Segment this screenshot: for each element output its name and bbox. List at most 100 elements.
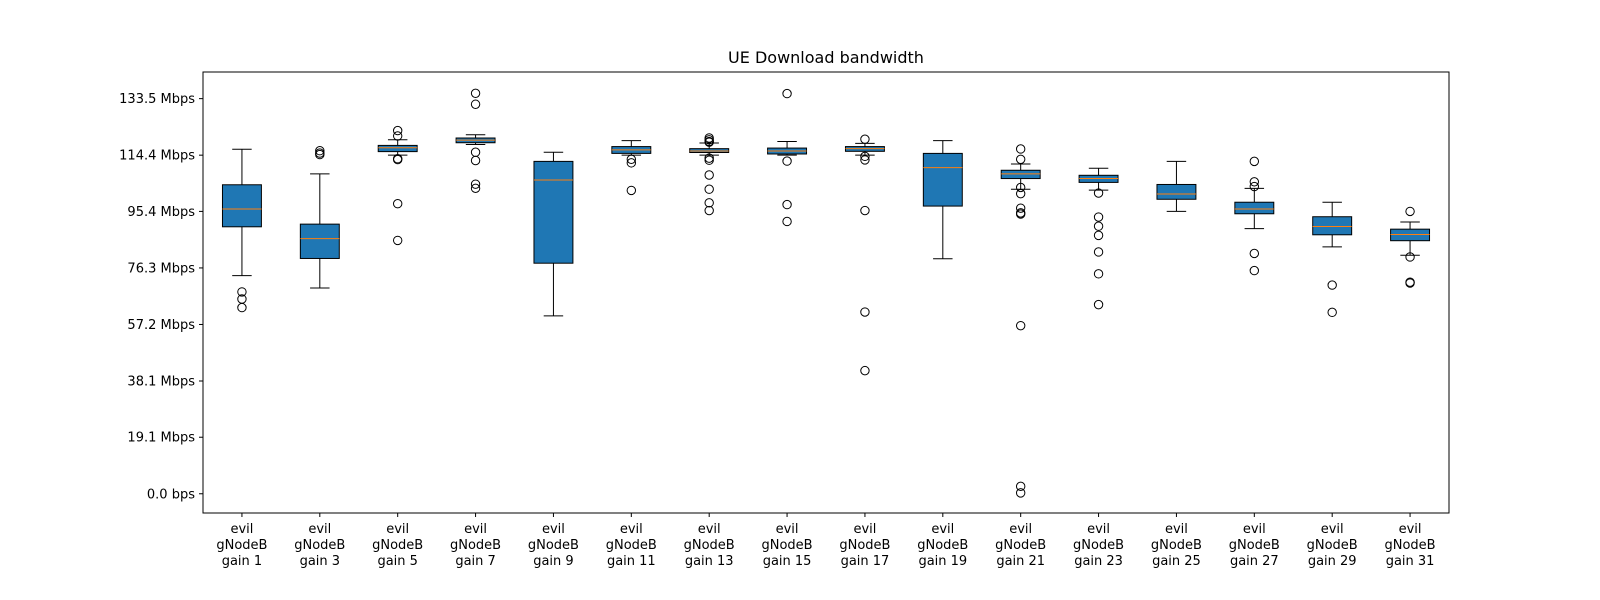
x-tick-label: evil gNodeB gain 31 — [1385, 522, 1436, 569]
outlier-point — [782, 199, 792, 210]
box-group — [611, 140, 652, 196]
outlier-point — [1327, 280, 1337, 290]
box-group — [1234, 156, 1275, 276]
outlier-point — [704, 155, 714, 165]
x-tick-label: evil gNodeB gain 25 — [1151, 522, 1202, 569]
box-group — [377, 125, 418, 246]
x-axis: evil gNodeB gain 1 evil gNodeB gain 3 evil gNod… — [216, 513, 1436, 569]
outlier-point — [1093, 247, 1104, 257]
outlier-point — [626, 154, 637, 165]
outlier-point — [626, 185, 637, 196]
box-group — [1390, 206, 1431, 288]
chart-title: UE Download bandwidth — [728, 48, 924, 67]
outlier-point — [392, 154, 403, 165]
box — [221, 184, 262, 228]
x-tick-label: evil gNodeB gain 5 — [372, 522, 423, 569]
box — [1156, 183, 1197, 200]
outlier-point — [1015, 144, 1026, 154]
outlier-point — [470, 147, 481, 157]
box — [299, 223, 340, 259]
outlier-point — [470, 99, 481, 109]
outlier-point — [1015, 182, 1026, 193]
outlier-point — [704, 184, 714, 194]
outlier-point — [237, 302, 247, 313]
outlier-point — [704, 205, 714, 216]
x-tick-label: evil gNodeB gain 7 — [450, 522, 501, 569]
outlier-point — [1015, 188, 1026, 199]
box-group — [221, 148, 262, 313]
x-tick-label: evil gNodeB gain 15 — [762, 522, 813, 569]
box-group — [533, 151, 574, 317]
outlier-point — [626, 158, 637, 168]
outlier-point — [1327, 307, 1337, 318]
outlier-point — [860, 365, 870, 376]
y-tick-label: 114.4 Mbps — [119, 149, 195, 164]
outlier-point — [470, 179, 481, 189]
y-tick-label: 95.4 Mbps — [127, 205, 195, 220]
x-tick-label: evil gNodeB gain 29 — [1307, 522, 1358, 569]
outlier-point — [782, 216, 792, 227]
outlier-point — [1015, 209, 1026, 219]
outlier-point — [1093, 188, 1104, 198]
outlier-point — [392, 199, 403, 209]
box — [1312, 216, 1353, 236]
outlier-point — [1093, 212, 1104, 222]
y-tick-label: 0.0 bps — [147, 487, 195, 502]
outlier-point — [1015, 203, 1026, 213]
box-group — [767, 88, 808, 227]
outlier-point — [392, 131, 403, 141]
outlier-point — [470, 183, 481, 194]
box — [1234, 201, 1275, 215]
outlier-point — [1093, 221, 1104, 231]
x-tick-label: evil gNodeB gain 3 — [294, 522, 345, 569]
outlier-point — [704, 170, 714, 180]
box-group — [1000, 144, 1041, 498]
box — [1000, 169, 1041, 180]
x-tick-label: evil gNodeB gain 19 — [917, 522, 968, 569]
box-group — [1156, 160, 1197, 212]
outlier-point — [1405, 206, 1415, 217]
y-tick-label: 57.2 Mbps — [127, 318, 195, 333]
outlier-point — [237, 287, 247, 297]
x-tick-label: evil gNodeB gain 11 — [606, 522, 657, 569]
box-group — [689, 133, 730, 216]
outlier-point — [704, 198, 714, 208]
box-group — [299, 146, 340, 289]
outlier-point — [1249, 156, 1260, 167]
outlier-point — [1093, 299, 1104, 310]
y-tick-label: 76.3 Mbps — [127, 261, 195, 276]
box — [922, 152, 963, 207]
outlier-point — [1015, 320, 1026, 331]
outlier-point — [392, 125, 403, 136]
boxes-layer — [221, 88, 1431, 498]
outlier-point — [860, 307, 870, 317]
box-group — [844, 134, 885, 376]
x-tick-label: evil gNodeB gain 17 — [839, 522, 890, 569]
outlier-point — [782, 88, 792, 99]
outlier-point — [782, 156, 792, 166]
outlier-point — [1249, 265, 1260, 276]
x-tick-label: evil gNodeB gain 27 — [1229, 522, 1280, 569]
outlier-point — [1093, 230, 1104, 241]
x-tick-label: evil gNodeB gain 21 — [995, 522, 1046, 569]
outlier-point — [315, 149, 325, 160]
box — [377, 144, 418, 153]
outlier-point — [315, 146, 325, 156]
outlier-point — [1249, 177, 1260, 187]
y-tick-label: 38.1 Mbps — [127, 374, 195, 389]
y-tick-label: 19.1 Mbps — [127, 431, 195, 446]
outlier-point — [1015, 154, 1026, 165]
x-tick-label: evil gNodeB gain 23 — [1073, 522, 1124, 569]
box-group — [1312, 201, 1353, 318]
outlier-point — [860, 155, 870, 165]
outlier-point — [860, 151, 870, 162]
outlier-point — [704, 137, 714, 147]
box-group — [455, 88, 496, 194]
outlier-point — [860, 134, 870, 144]
outlier-point — [1093, 269, 1104, 279]
outlier-point — [1405, 278, 1415, 288]
outlier-point — [1015, 488, 1026, 498]
outlier-point — [1249, 181, 1260, 192]
